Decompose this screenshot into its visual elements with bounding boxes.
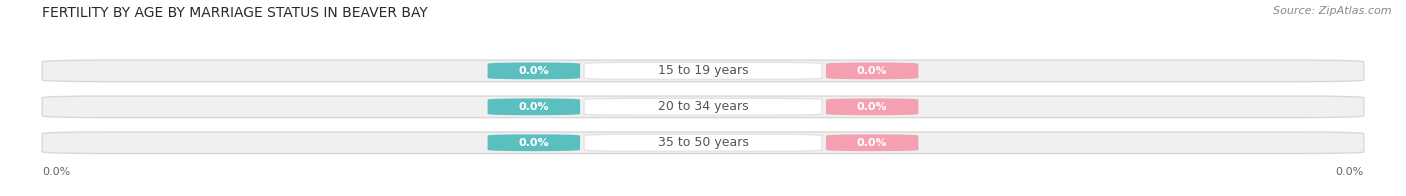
Text: 0.0%: 0.0% bbox=[1336, 167, 1364, 178]
Text: 0.0%: 0.0% bbox=[519, 102, 550, 112]
FancyBboxPatch shape bbox=[42, 132, 1364, 153]
FancyBboxPatch shape bbox=[583, 63, 823, 79]
FancyBboxPatch shape bbox=[42, 96, 1364, 118]
Text: 20 to 34 years: 20 to 34 years bbox=[658, 100, 748, 113]
Text: FERTILITY BY AGE BY MARRIAGE STATUS IN BEAVER BAY: FERTILITY BY AGE BY MARRIAGE STATUS IN B… bbox=[42, 6, 427, 20]
Text: 0.0%: 0.0% bbox=[519, 66, 550, 76]
FancyBboxPatch shape bbox=[825, 63, 918, 79]
FancyBboxPatch shape bbox=[42, 60, 1364, 82]
Text: Source: ZipAtlas.com: Source: ZipAtlas.com bbox=[1274, 6, 1392, 16]
FancyBboxPatch shape bbox=[488, 98, 581, 115]
FancyBboxPatch shape bbox=[488, 134, 581, 151]
FancyBboxPatch shape bbox=[583, 98, 823, 115]
Text: 0.0%: 0.0% bbox=[856, 66, 887, 76]
FancyBboxPatch shape bbox=[583, 134, 823, 151]
FancyBboxPatch shape bbox=[825, 134, 918, 151]
Text: 0.0%: 0.0% bbox=[856, 102, 887, 112]
Text: 35 to 50 years: 35 to 50 years bbox=[658, 136, 748, 149]
Text: 15 to 19 years: 15 to 19 years bbox=[658, 64, 748, 77]
Text: 0.0%: 0.0% bbox=[42, 167, 70, 178]
FancyBboxPatch shape bbox=[825, 98, 918, 115]
Text: 0.0%: 0.0% bbox=[519, 138, 550, 148]
FancyBboxPatch shape bbox=[488, 63, 581, 79]
Text: 0.0%: 0.0% bbox=[856, 138, 887, 148]
